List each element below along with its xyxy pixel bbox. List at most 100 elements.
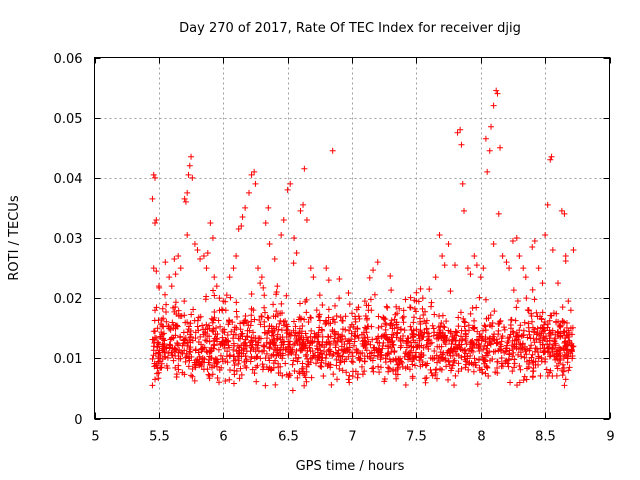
data-point bbox=[376, 348, 383, 355]
data-point bbox=[149, 382, 156, 389]
data-point bbox=[451, 345, 458, 352]
data-point bbox=[441, 262, 448, 269]
data-point bbox=[515, 337, 522, 344]
data-point bbox=[203, 321, 210, 328]
data-point bbox=[192, 364, 199, 371]
data-point bbox=[266, 241, 273, 248]
data-point bbox=[532, 358, 539, 365]
data-point bbox=[292, 351, 299, 358]
data-point bbox=[327, 341, 334, 348]
data-point bbox=[481, 343, 488, 350]
data-point bbox=[312, 360, 319, 367]
data-point bbox=[325, 347, 332, 354]
data-point bbox=[261, 292, 268, 299]
data-point bbox=[396, 305, 403, 312]
data-point bbox=[349, 349, 356, 356]
data-point bbox=[494, 90, 501, 97]
data-point bbox=[159, 323, 166, 330]
data-point bbox=[226, 367, 233, 374]
data-point bbox=[345, 353, 352, 360]
data-point bbox=[507, 325, 514, 332]
data-point bbox=[427, 366, 434, 373]
data-point bbox=[177, 265, 184, 272]
data-point bbox=[238, 342, 245, 349]
data-point bbox=[330, 371, 337, 378]
data-point bbox=[308, 374, 315, 381]
data-point bbox=[289, 387, 296, 394]
data-point bbox=[471, 355, 478, 362]
data-point bbox=[208, 364, 215, 371]
data-point bbox=[189, 174, 196, 181]
data-point bbox=[172, 271, 179, 278]
data-point bbox=[480, 265, 487, 272]
data-point bbox=[529, 244, 536, 251]
data-point bbox=[242, 317, 249, 324]
data-point bbox=[305, 358, 312, 365]
data-point bbox=[540, 325, 547, 332]
data-point bbox=[300, 201, 307, 208]
data-point bbox=[230, 346, 237, 353]
data-point bbox=[186, 346, 193, 353]
data-point bbox=[253, 354, 260, 361]
data-point bbox=[569, 355, 576, 362]
data-point bbox=[237, 320, 244, 327]
data-point bbox=[222, 378, 229, 385]
data-point bbox=[189, 366, 196, 373]
data-point bbox=[412, 349, 419, 356]
data-point bbox=[383, 303, 390, 310]
data-point bbox=[276, 320, 283, 327]
data-point bbox=[198, 341, 205, 348]
data-point bbox=[492, 369, 499, 376]
data-point bbox=[348, 358, 355, 365]
data-point bbox=[379, 332, 386, 339]
data-point bbox=[195, 314, 202, 321]
data-point bbox=[233, 299, 240, 306]
data-point bbox=[570, 343, 577, 350]
data-point bbox=[248, 171, 255, 178]
data-point bbox=[485, 315, 492, 322]
data-point bbox=[510, 349, 517, 356]
data-point bbox=[259, 361, 266, 368]
data-point bbox=[506, 265, 513, 272]
data-point bbox=[524, 307, 531, 314]
data-point bbox=[278, 231, 285, 238]
data-point bbox=[384, 336, 391, 343]
y-tick-label: 0.03 bbox=[54, 232, 83, 247]
data-point bbox=[307, 315, 314, 322]
data-point bbox=[333, 362, 340, 369]
data-point bbox=[445, 376, 452, 383]
data-point bbox=[509, 238, 516, 245]
data-point bbox=[181, 312, 188, 319]
data-point bbox=[334, 350, 341, 357]
data-point bbox=[299, 346, 306, 353]
data-point bbox=[495, 347, 502, 354]
data-point bbox=[292, 340, 299, 347]
data-point bbox=[323, 317, 330, 324]
data-point bbox=[370, 352, 377, 359]
data-point bbox=[303, 351, 310, 358]
data-point bbox=[301, 316, 308, 323]
data-point bbox=[233, 324, 240, 331]
data-point bbox=[275, 351, 282, 358]
data-point bbox=[168, 352, 175, 359]
data-point bbox=[549, 247, 556, 254]
data-point bbox=[477, 274, 484, 281]
data-point bbox=[475, 337, 482, 344]
data-point bbox=[336, 276, 343, 283]
x-tick-label: 8.5 bbox=[535, 430, 556, 445]
data-point bbox=[200, 331, 207, 338]
data-point bbox=[273, 288, 280, 295]
data-point bbox=[168, 335, 175, 342]
data-point bbox=[257, 280, 264, 287]
data-point bbox=[303, 296, 310, 303]
data-point bbox=[339, 353, 346, 360]
data-point bbox=[191, 241, 198, 248]
data-point bbox=[397, 344, 404, 351]
data-point bbox=[188, 311, 195, 318]
data-point bbox=[313, 307, 320, 314]
data-point bbox=[235, 335, 242, 342]
data-point bbox=[220, 298, 227, 305]
data-point bbox=[437, 349, 444, 356]
data-point bbox=[535, 353, 542, 360]
data-point bbox=[494, 358, 501, 365]
